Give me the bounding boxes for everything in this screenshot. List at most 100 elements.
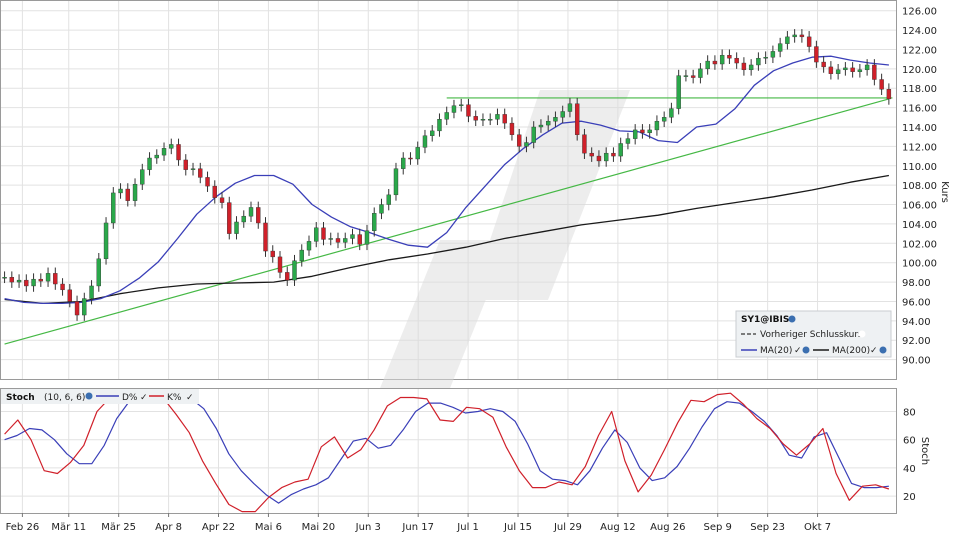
price-tick-label: 116.00 (902, 104, 937, 115)
legend-ma20-gear-icon[interactable] (802, 346, 810, 354)
stoch-d-label: D% (122, 393, 138, 403)
candle-body (531, 126, 536, 143)
stoch-tick-label: 60 (903, 436, 916, 447)
candle-body (263, 222, 268, 252)
candle-body (524, 142, 529, 147)
x-tick-label: Aug 26 (650, 522, 685, 533)
candle-body (459, 104, 464, 106)
candle-body (741, 62, 747, 71)
candle-body (96, 258, 101, 287)
candle-body (727, 55, 732, 59)
candle-body (618, 143, 623, 157)
candle-body (785, 36, 790, 44)
price-tick-label: 118.00 (902, 84, 937, 95)
stoch-params: (10, 6, 6) (44, 393, 85, 403)
x-tick-label: Jul 29 (553, 522, 582, 533)
x-tick-label: Jun 17 (401, 522, 434, 533)
legend-gear-icon[interactable] (788, 315, 796, 323)
candle-body (756, 57, 761, 66)
candle-body (806, 36, 812, 47)
legend-ma20-label: MA(20) (760, 346, 792, 356)
price-plot-area (2, 29, 893, 345)
candle-body (16, 279, 22, 283)
stoch-axis-title: Stoch (919, 437, 930, 465)
candle-body (328, 238, 333, 240)
candle-body (9, 277, 15, 283)
candle-body (132, 183, 138, 201)
candle-body (154, 154, 159, 159)
candle-body (509, 122, 515, 135)
candle-body (872, 64, 877, 80)
candle-body (683, 75, 689, 77)
price-tick-label: 114.00 (902, 123, 937, 134)
candle-body (285, 272, 290, 281)
x-tick-label: Jul 1 (456, 522, 479, 533)
candle-body (227, 202, 232, 234)
candle-body (437, 119, 442, 132)
candle-body (886, 88, 892, 100)
candle-body (147, 157, 152, 170)
candle-body (582, 134, 587, 154)
candle-body (792, 34, 797, 38)
candle-body (712, 60, 718, 65)
candle-body (422, 135, 428, 148)
stoch-title: Stoch (6, 393, 35, 403)
candle-body (444, 112, 449, 120)
x-tick-label: Jul 15 (503, 522, 532, 533)
candle-body (60, 283, 65, 291)
stoch-header: Stoch (10, 6, 6) D% ✓ K% ✓ (1, 389, 199, 404)
price-tick-label: 104.00 (902, 220, 937, 231)
legend-toggle-icon[interactable] (858, 330, 866, 338)
candle-body (748, 64, 754, 71)
candle-body (219, 197, 225, 203)
stoch-tick-label: 40 (903, 464, 916, 475)
legend-ma20-check-icon[interactable]: ✓ (794, 346, 802, 356)
stoch-d-check-icon[interactable]: ✓ (140, 393, 148, 403)
candle-body (473, 116, 478, 121)
candle-body (777, 43, 783, 52)
legend-ma200-check-icon[interactable]: ✓ (870, 346, 878, 356)
x-tick-label: Sep 23 (750, 522, 785, 533)
candle-body (770, 51, 776, 58)
x-tick-label: Mai 6 (255, 522, 282, 533)
price-tick-label: 126.00 (902, 7, 937, 18)
candle-body (183, 159, 188, 170)
candle-body (857, 69, 863, 72)
x-tick-label: Jun 3 (355, 522, 381, 533)
candle-body (705, 60, 710, 70)
candle-body (864, 64, 870, 71)
candle-body (53, 273, 58, 285)
candle-body (212, 185, 217, 198)
price-tick-label: 92.00 (902, 336, 931, 347)
stoch-tick-label: 20 (903, 492, 916, 503)
candle-body (24, 279, 29, 287)
x-tick-label: Apr 8 (155, 522, 182, 533)
candle-body (632, 129, 638, 139)
candle-body (386, 194, 391, 205)
candle-body (314, 227, 319, 242)
candle-body (879, 79, 884, 90)
x-tick-label: Sep 9 (704, 522, 732, 533)
legend-ma200-gear-icon[interactable] (879, 346, 887, 354)
candle-body (306, 241, 312, 251)
stoch-gear-icon[interactable] (85, 392, 93, 400)
price-tick-label: 106.00 (902, 201, 937, 212)
candle-body (495, 114, 500, 120)
candle-body (82, 298, 87, 316)
candle-body (140, 169, 145, 185)
price-tick-label: 120.00 (902, 65, 937, 76)
price-tick-label: 96.00 (902, 297, 931, 308)
ma20-line (4, 55, 889, 305)
candle-body (45, 273, 51, 282)
candle-body (161, 148, 167, 156)
candle-body (821, 61, 826, 68)
candle-body (89, 285, 94, 299)
candle-body (553, 117, 558, 122)
price-tick-label: 122.00 (902, 45, 937, 56)
stoch-k-check-icon[interactable]: ✓ (186, 393, 194, 403)
candle-body (74, 301, 80, 316)
ma200-line (4, 174, 890, 305)
candle-body (277, 256, 283, 273)
stoch-tick-label: 80 (903, 408, 916, 419)
